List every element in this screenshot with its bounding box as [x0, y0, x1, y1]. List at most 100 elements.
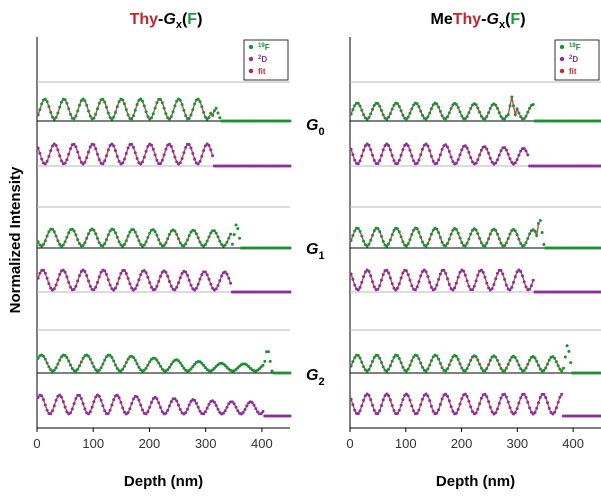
data-point	[508, 358, 512, 362]
data-point	[499, 241, 503, 245]
data-point	[85, 156, 89, 160]
x-tick-label: 300	[506, 436, 528, 451]
data-point	[401, 240, 405, 244]
data-point	[438, 153, 442, 157]
data-point	[371, 359, 374, 363]
data-point	[189, 113, 193, 117]
data-point	[221, 411, 225, 415]
data-point	[67, 107, 71, 111]
data-point	[526, 400, 530, 404]
data-point	[513, 275, 517, 279]
data-point	[121, 98, 125, 102]
data-point	[528, 287, 532, 291]
data-point	[146, 275, 150, 279]
data-point	[36, 396, 40, 399]
data-point	[454, 161, 458, 165]
data-point	[67, 231, 71, 235]
data-point	[74, 233, 78, 237]
data-point	[438, 402, 442, 406]
data-point	[168, 365, 171, 369]
data-point	[58, 154, 62, 158]
data-point	[460, 366, 464, 370]
data-point	[79, 397, 83, 400]
data-point	[150, 400, 153, 404]
data-point	[381, 398, 385, 402]
data-point	[124, 151, 128, 155]
data-point	[157, 279, 161, 283]
data-point	[92, 116, 96, 120]
data-point	[360, 234, 364, 238]
data-point	[404, 244, 408, 248]
data-point	[508, 104, 512, 108]
data-point	[496, 358, 499, 362]
data-point	[421, 365, 424, 369]
data-point	[362, 275, 366, 279]
data-point	[123, 102, 126, 106]
data-point	[169, 400, 173, 404]
data-point	[503, 369, 507, 373]
data-point	[78, 242, 81, 246]
data-point	[51, 409, 54, 413]
data-point	[397, 105, 401, 108]
data-point	[490, 410, 494, 414]
data-point	[133, 230, 137, 234]
data-point	[458, 402, 462, 406]
data-point	[130, 402, 134, 405]
data-point	[97, 158, 101, 162]
data-point	[205, 239, 209, 243]
data-point	[496, 271, 499, 275]
data-point	[133, 108, 137, 112]
legend-label: 19F	[569, 43, 581, 52]
data-point	[177, 403, 180, 407]
data-point	[70, 367, 74, 370]
data-point	[474, 279, 478, 283]
data-point	[429, 404, 433, 408]
data-point	[508, 288, 512, 292]
x-axis-label: Depth (nm)	[124, 473, 203, 490]
data-point	[74, 145, 78, 149]
data-point	[106, 412, 110, 415]
data-point	[378, 159, 382, 163]
data-point	[485, 395, 489, 399]
data-point	[164, 147, 168, 151]
data-point	[126, 276, 130, 280]
data-point	[429, 285, 433, 289]
data-point	[58, 393, 62, 397]
data-point	[524, 241, 528, 245]
data-point	[288, 371, 292, 375]
data-point	[494, 161, 498, 165]
data-point	[521, 274, 524, 278]
data-point	[182, 151, 186, 155]
data-point	[83, 160, 87, 164]
data-point	[132, 228, 135, 232]
data-point	[187, 278, 191, 282]
data-point	[288, 246, 292, 250]
data-point	[114, 149, 117, 153]
data-point	[446, 394, 449, 398]
data-point	[424, 244, 428, 248]
data-point	[349, 112, 353, 116]
data-point	[410, 233, 414, 236]
title-part: G	[487, 11, 499, 28]
data-point	[421, 397, 424, 401]
data-point	[449, 405, 453, 409]
data-point	[105, 105, 108, 109]
data-point	[211, 154, 215, 158]
data-point	[69, 285, 72, 289]
data-point	[517, 111, 521, 115]
data-point	[159, 162, 162, 166]
legend-main: F	[265, 43, 270, 52]
data-point	[87, 150, 90, 154]
data-point	[362, 365, 366, 369]
data-point	[410, 154, 414, 158]
data-point	[148, 281, 152, 285]
data-point	[103, 409, 107, 413]
data-point	[200, 105, 204, 109]
data-point	[198, 159, 202, 163]
data-point	[353, 158, 357, 162]
data-point	[207, 144, 211, 147]
data-point	[220, 274, 224, 278]
legend-sup: 2	[258, 55, 262, 61]
data-point	[96, 107, 99, 111]
data-point	[435, 411, 439, 415]
